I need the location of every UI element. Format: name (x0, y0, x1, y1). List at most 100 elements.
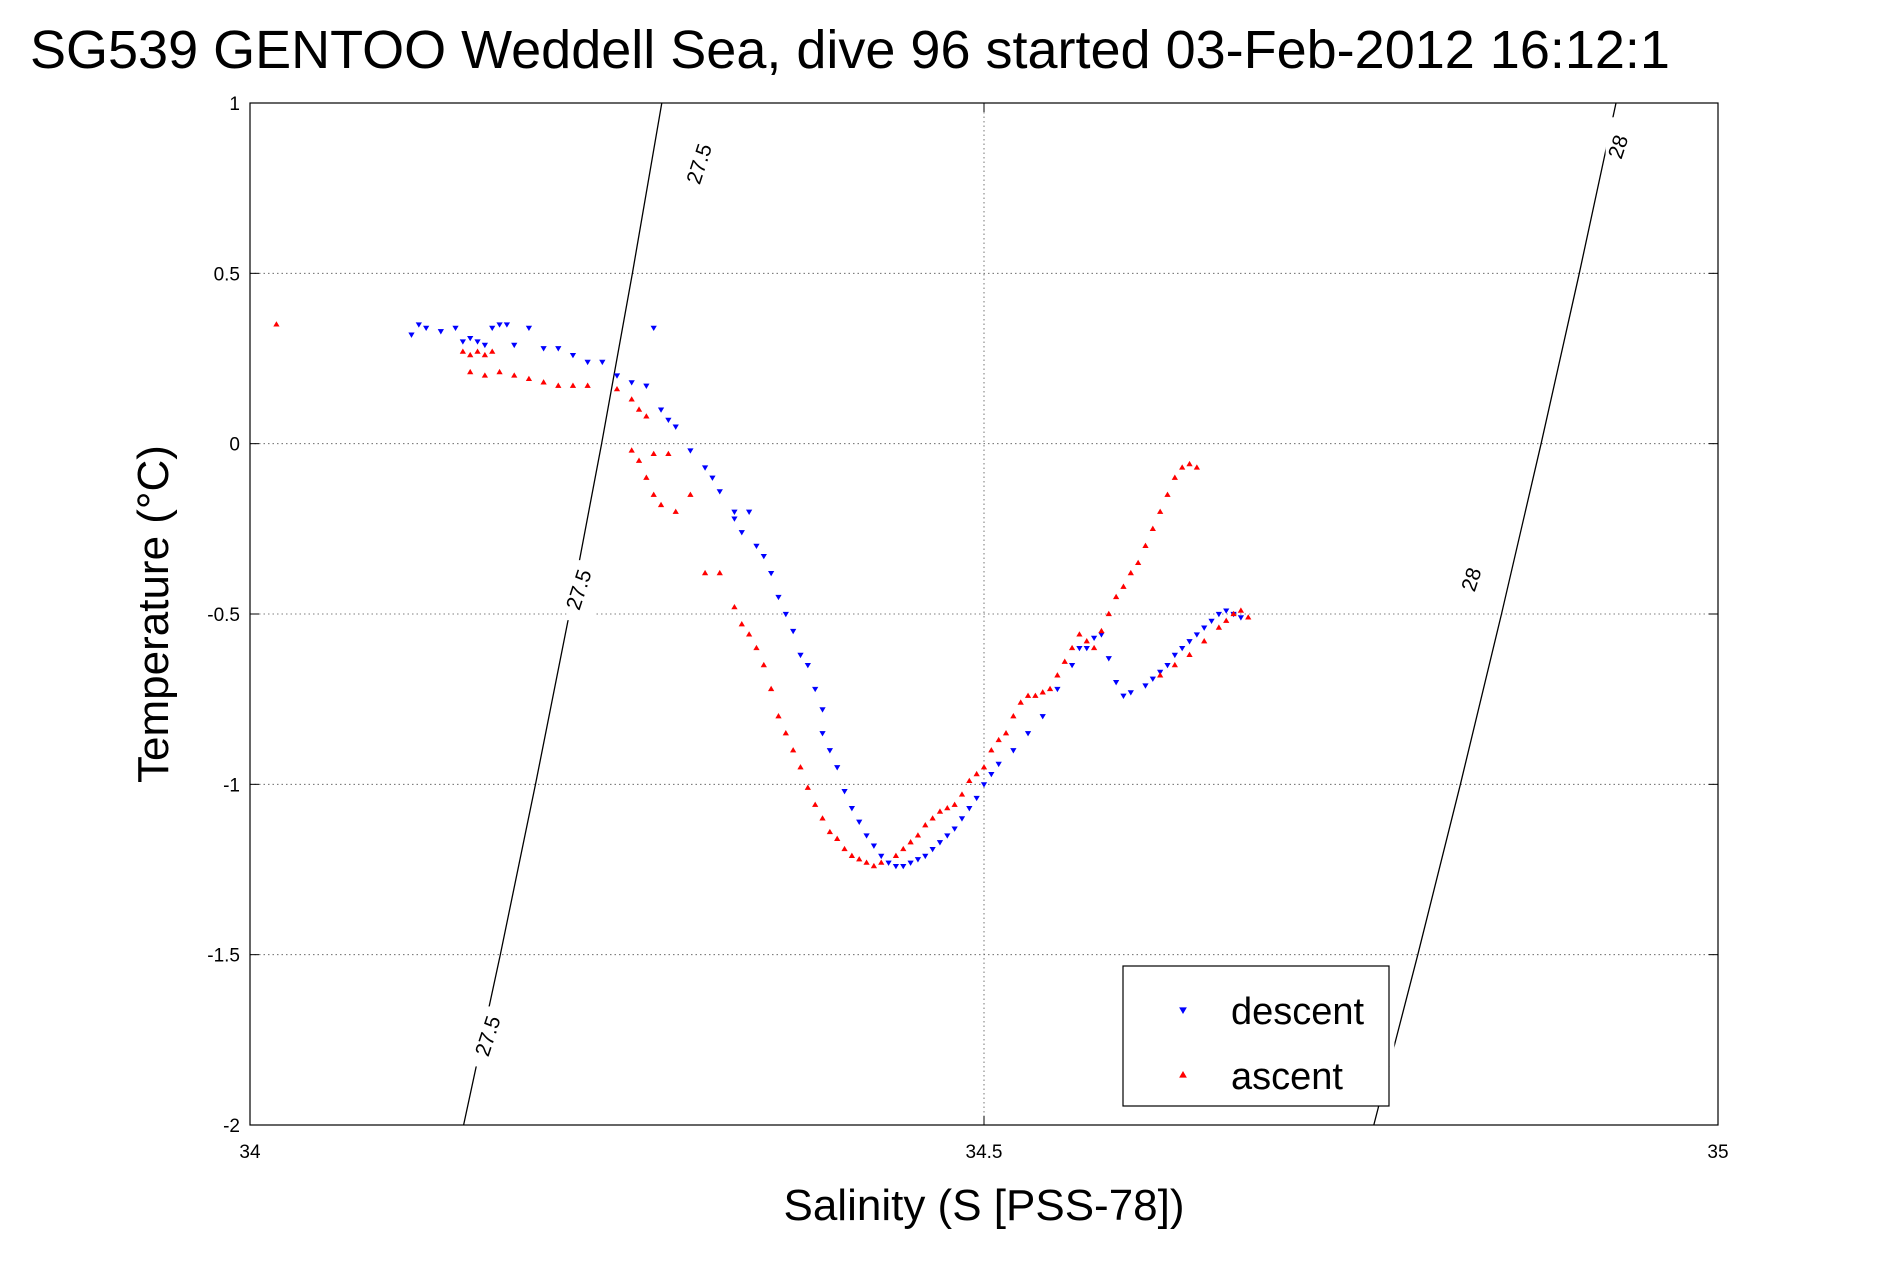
descent-point (826, 748, 833, 754)
descent-point (1201, 625, 1208, 631)
descent-point (628, 380, 635, 386)
ascent-point (467, 368, 474, 375)
descent-point (613, 373, 621, 379)
x-axis-label: Salinity (S [PSS-78]) (783, 1181, 1184, 1230)
ascent-point (834, 835, 841, 841)
descent-point (467, 335, 474, 342)
ascent-point (1105, 610, 1112, 617)
ascent-point (1186, 460, 1193, 467)
ascent-point (1068, 644, 1076, 651)
ascent-point (1090, 644, 1098, 651)
ascent-point (1135, 559, 1142, 566)
x-tick-label: 35 (1707, 1142, 1728, 1163)
descent-point (1223, 608, 1230, 614)
descent-point (870, 843, 878, 849)
descent-point (819, 731, 826, 737)
ascent-point (980, 764, 988, 770)
descent-point (474, 339, 481, 345)
ascent-point (665, 450, 672, 457)
descent-point (496, 322, 503, 328)
descent-point (1215, 611, 1223, 618)
descent-point (672, 424, 679, 430)
descent-point (1076, 645, 1083, 652)
ascent-point (775, 713, 782, 719)
descent-point (716, 489, 723, 495)
descent-point (878, 853, 885, 860)
contour-label-bg (475, 1006, 504, 1067)
ascent-point (459, 348, 466, 354)
descent-point (958, 816, 966, 822)
ascent-point (944, 804, 951, 811)
ascent-point (797, 764, 804, 770)
ascent-point (914, 832, 922, 838)
ascent-point (995, 736, 1002, 743)
ascent-point (1157, 672, 1164, 678)
descent-point (1054, 686, 1061, 693)
descent-point (423, 325, 430, 332)
descent-point (988, 771, 995, 778)
ascent-point (489, 348, 496, 354)
descent-point (408, 332, 415, 338)
descent-point (745, 509, 753, 515)
descent-point (665, 417, 672, 424)
ascent-point (856, 856, 863, 862)
ascent-point (467, 351, 474, 358)
ascent-point (753, 644, 760, 651)
ascent-point (848, 852, 856, 858)
axis-ticks: 34 34.5 35 -2 -1.5 -1 -0.5 0 0.5 1 (207, 94, 1728, 1163)
descent-point (768, 571, 775, 577)
ascent-point (1157, 508, 1164, 514)
descent-point (657, 407, 665, 413)
descent-point (753, 543, 760, 550)
ascent-point (584, 382, 591, 388)
descent-point (1083, 645, 1090, 652)
descent-point (995, 761, 1002, 768)
descent-point (687, 448, 694, 454)
descent-point (812, 686, 819, 693)
ascent-point (1083, 638, 1090, 644)
ascent-point (826, 828, 833, 835)
y-axis-label: Temperature (°C) (129, 445, 178, 783)
ascent-point (1171, 661, 1178, 668)
descent-point (856, 819, 863, 825)
descent-point (569, 352, 577, 359)
ascent-point (657, 501, 665, 508)
descent-point (459, 339, 466, 345)
descent-point (1039, 714, 1046, 720)
descent-point (1186, 639, 1193, 645)
ascent-point (481, 351, 489, 358)
ascent-point (973, 770, 980, 777)
contour-label-bg (566, 560, 595, 621)
descent-point (797, 652, 804, 659)
descent-point (437, 329, 444, 335)
ascent-point (569, 382, 577, 388)
legend-label-descent: descent (1231, 991, 1365, 1033)
descent-point (841, 789, 848, 795)
descent-point (980, 782, 988, 788)
ascent-point (628, 396, 635, 402)
descent-point (1179, 645, 1186, 652)
descent-point (1127, 690, 1134, 696)
y-tick-label: -0.5 (207, 605, 240, 626)
ascent-point (474, 348, 481, 354)
descent-point (900, 863, 907, 870)
descent-point (481, 342, 489, 349)
ascent-point (1120, 583, 1127, 589)
descent-point (738, 530, 745, 536)
ascent-point (481, 372, 489, 378)
descent-point (540, 346, 547, 352)
descent-point (1237, 615, 1245, 621)
ascent-point (768, 685, 775, 692)
ascent-point (958, 791, 966, 797)
descent-point (1208, 618, 1215, 625)
ascent-point (1193, 464, 1200, 470)
ascent-point (555, 382, 562, 388)
ascent-point (716, 569, 723, 576)
ascent-point (863, 859, 870, 865)
contour-label-bg (1605, 117, 1634, 178)
contour-label-bg (686, 134, 715, 195)
descent-point (731, 509, 738, 515)
ascent-point (966, 777, 973, 784)
descent-point (1024, 731, 1032, 737)
ascent-point (790, 747, 797, 753)
